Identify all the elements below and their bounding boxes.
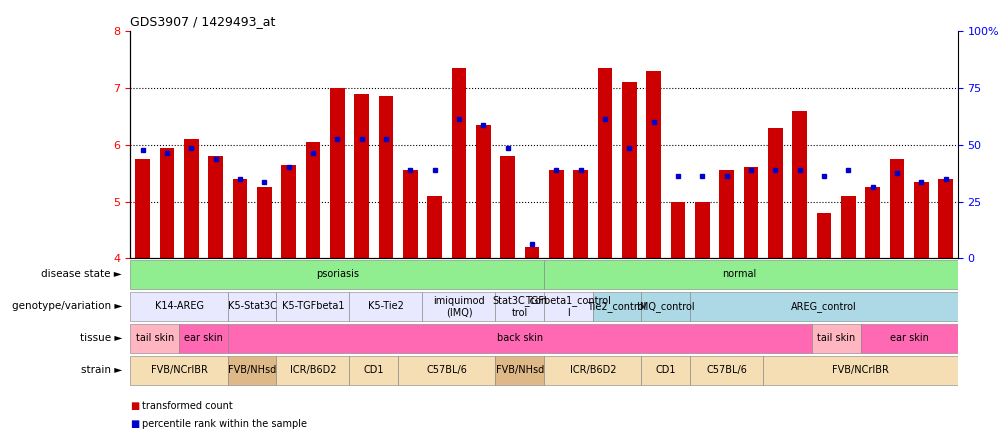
Bar: [476, 125, 490, 258]
Text: ICR/B6D2: ICR/B6D2: [569, 365, 615, 375]
Text: ■: ■: [130, 401, 139, 411]
Bar: [938, 179, 952, 258]
Bar: [403, 170, 417, 258]
Bar: [816, 213, 831, 258]
Text: ICR/B6D2: ICR/B6D2: [290, 365, 336, 375]
Bar: [543, 260, 957, 289]
Bar: [670, 202, 684, 258]
Bar: [524, 247, 539, 258]
Bar: [232, 179, 246, 258]
Bar: [130, 356, 227, 385]
Bar: [811, 324, 860, 353]
Bar: [422, 292, 495, 321]
Text: FVB/NHsd: FVB/NHsd: [227, 365, 276, 375]
Text: K14-AREG: K14-AREG: [154, 301, 203, 311]
Text: tissue ►: tissue ►: [80, 333, 122, 343]
Bar: [379, 96, 393, 258]
Bar: [130, 260, 543, 289]
Text: FVB/NCrIBR: FVB/NCrIBR: [150, 365, 207, 375]
Bar: [306, 142, 320, 258]
Bar: [573, 170, 587, 258]
Bar: [277, 292, 349, 321]
Text: FVB/NCrIBR: FVB/NCrIBR: [832, 365, 888, 375]
Bar: [548, 170, 563, 258]
Bar: [281, 165, 296, 258]
Bar: [130, 324, 179, 353]
Bar: [451, 68, 466, 258]
Bar: [865, 187, 879, 258]
Text: Tie2_control: Tie2_control: [587, 301, 646, 312]
Text: back skin: back skin: [496, 333, 542, 343]
Text: K5-Stat3C: K5-Stat3C: [227, 301, 277, 311]
Bar: [694, 202, 709, 258]
Bar: [742, 167, 758, 258]
Text: IMQ_control: IMQ_control: [636, 301, 694, 312]
Bar: [257, 187, 272, 258]
Text: tail skin: tail skin: [135, 333, 173, 343]
Bar: [227, 324, 811, 353]
Bar: [398, 356, 495, 385]
Bar: [183, 139, 198, 258]
Bar: [841, 196, 855, 258]
Bar: [718, 170, 733, 258]
Bar: [543, 356, 641, 385]
Text: ■: ■: [130, 419, 139, 429]
Bar: [495, 356, 543, 385]
Bar: [763, 356, 957, 385]
Bar: [645, 71, 660, 258]
Bar: [913, 182, 928, 258]
Text: AREG_control: AREG_control: [791, 301, 856, 312]
Text: K5-TGFbeta1: K5-TGFbeta1: [282, 301, 344, 311]
Bar: [621, 82, 636, 258]
Text: strain ►: strain ►: [81, 365, 122, 375]
Bar: [641, 356, 689, 385]
Bar: [597, 68, 611, 258]
Text: ear skin: ear skin: [183, 333, 222, 343]
Bar: [135, 159, 149, 258]
Bar: [543, 292, 592, 321]
Bar: [159, 147, 174, 258]
Text: genotype/variation ►: genotype/variation ►: [12, 301, 122, 311]
Bar: [689, 356, 763, 385]
Text: psoriasis: psoriasis: [316, 270, 359, 279]
Bar: [227, 356, 277, 385]
Bar: [179, 324, 227, 353]
Bar: [130, 292, 227, 321]
Bar: [495, 292, 543, 321]
Bar: [689, 292, 957, 321]
Text: FVB/NHsd: FVB/NHsd: [495, 365, 543, 375]
Text: TGFbeta1_control
l: TGFbeta1_control l: [525, 295, 611, 317]
Bar: [792, 111, 807, 258]
Text: K5-Tie2: K5-Tie2: [368, 301, 404, 311]
Bar: [500, 156, 514, 258]
Bar: [349, 292, 422, 321]
Bar: [354, 94, 369, 258]
Bar: [427, 196, 442, 258]
Bar: [889, 159, 904, 258]
Bar: [349, 356, 398, 385]
Text: CD1: CD1: [363, 365, 384, 375]
Text: normal: normal: [721, 270, 756, 279]
Text: CD1: CD1: [655, 365, 675, 375]
Bar: [592, 292, 641, 321]
Text: tail skin: tail skin: [817, 333, 855, 343]
Text: GDS3907 / 1429493_at: GDS3907 / 1429493_at: [130, 16, 276, 28]
Text: imiquimod
(IMQ): imiquimod (IMQ): [433, 296, 484, 317]
Bar: [768, 128, 782, 258]
Bar: [277, 356, 349, 385]
Bar: [860, 324, 957, 353]
Bar: [227, 292, 277, 321]
Bar: [208, 156, 222, 258]
Text: disease state ►: disease state ►: [41, 270, 122, 279]
Text: ear skin: ear skin: [889, 333, 928, 343]
Text: transformed count: transformed count: [142, 401, 232, 411]
Bar: [330, 88, 345, 258]
Bar: [641, 292, 689, 321]
Text: Stat3C_con
trol: Stat3C_con trol: [492, 295, 547, 317]
Text: C57BL/6: C57BL/6: [426, 365, 467, 375]
Text: C57BL/6: C57BL/6: [705, 365, 746, 375]
Text: percentile rank within the sample: percentile rank within the sample: [142, 419, 308, 429]
